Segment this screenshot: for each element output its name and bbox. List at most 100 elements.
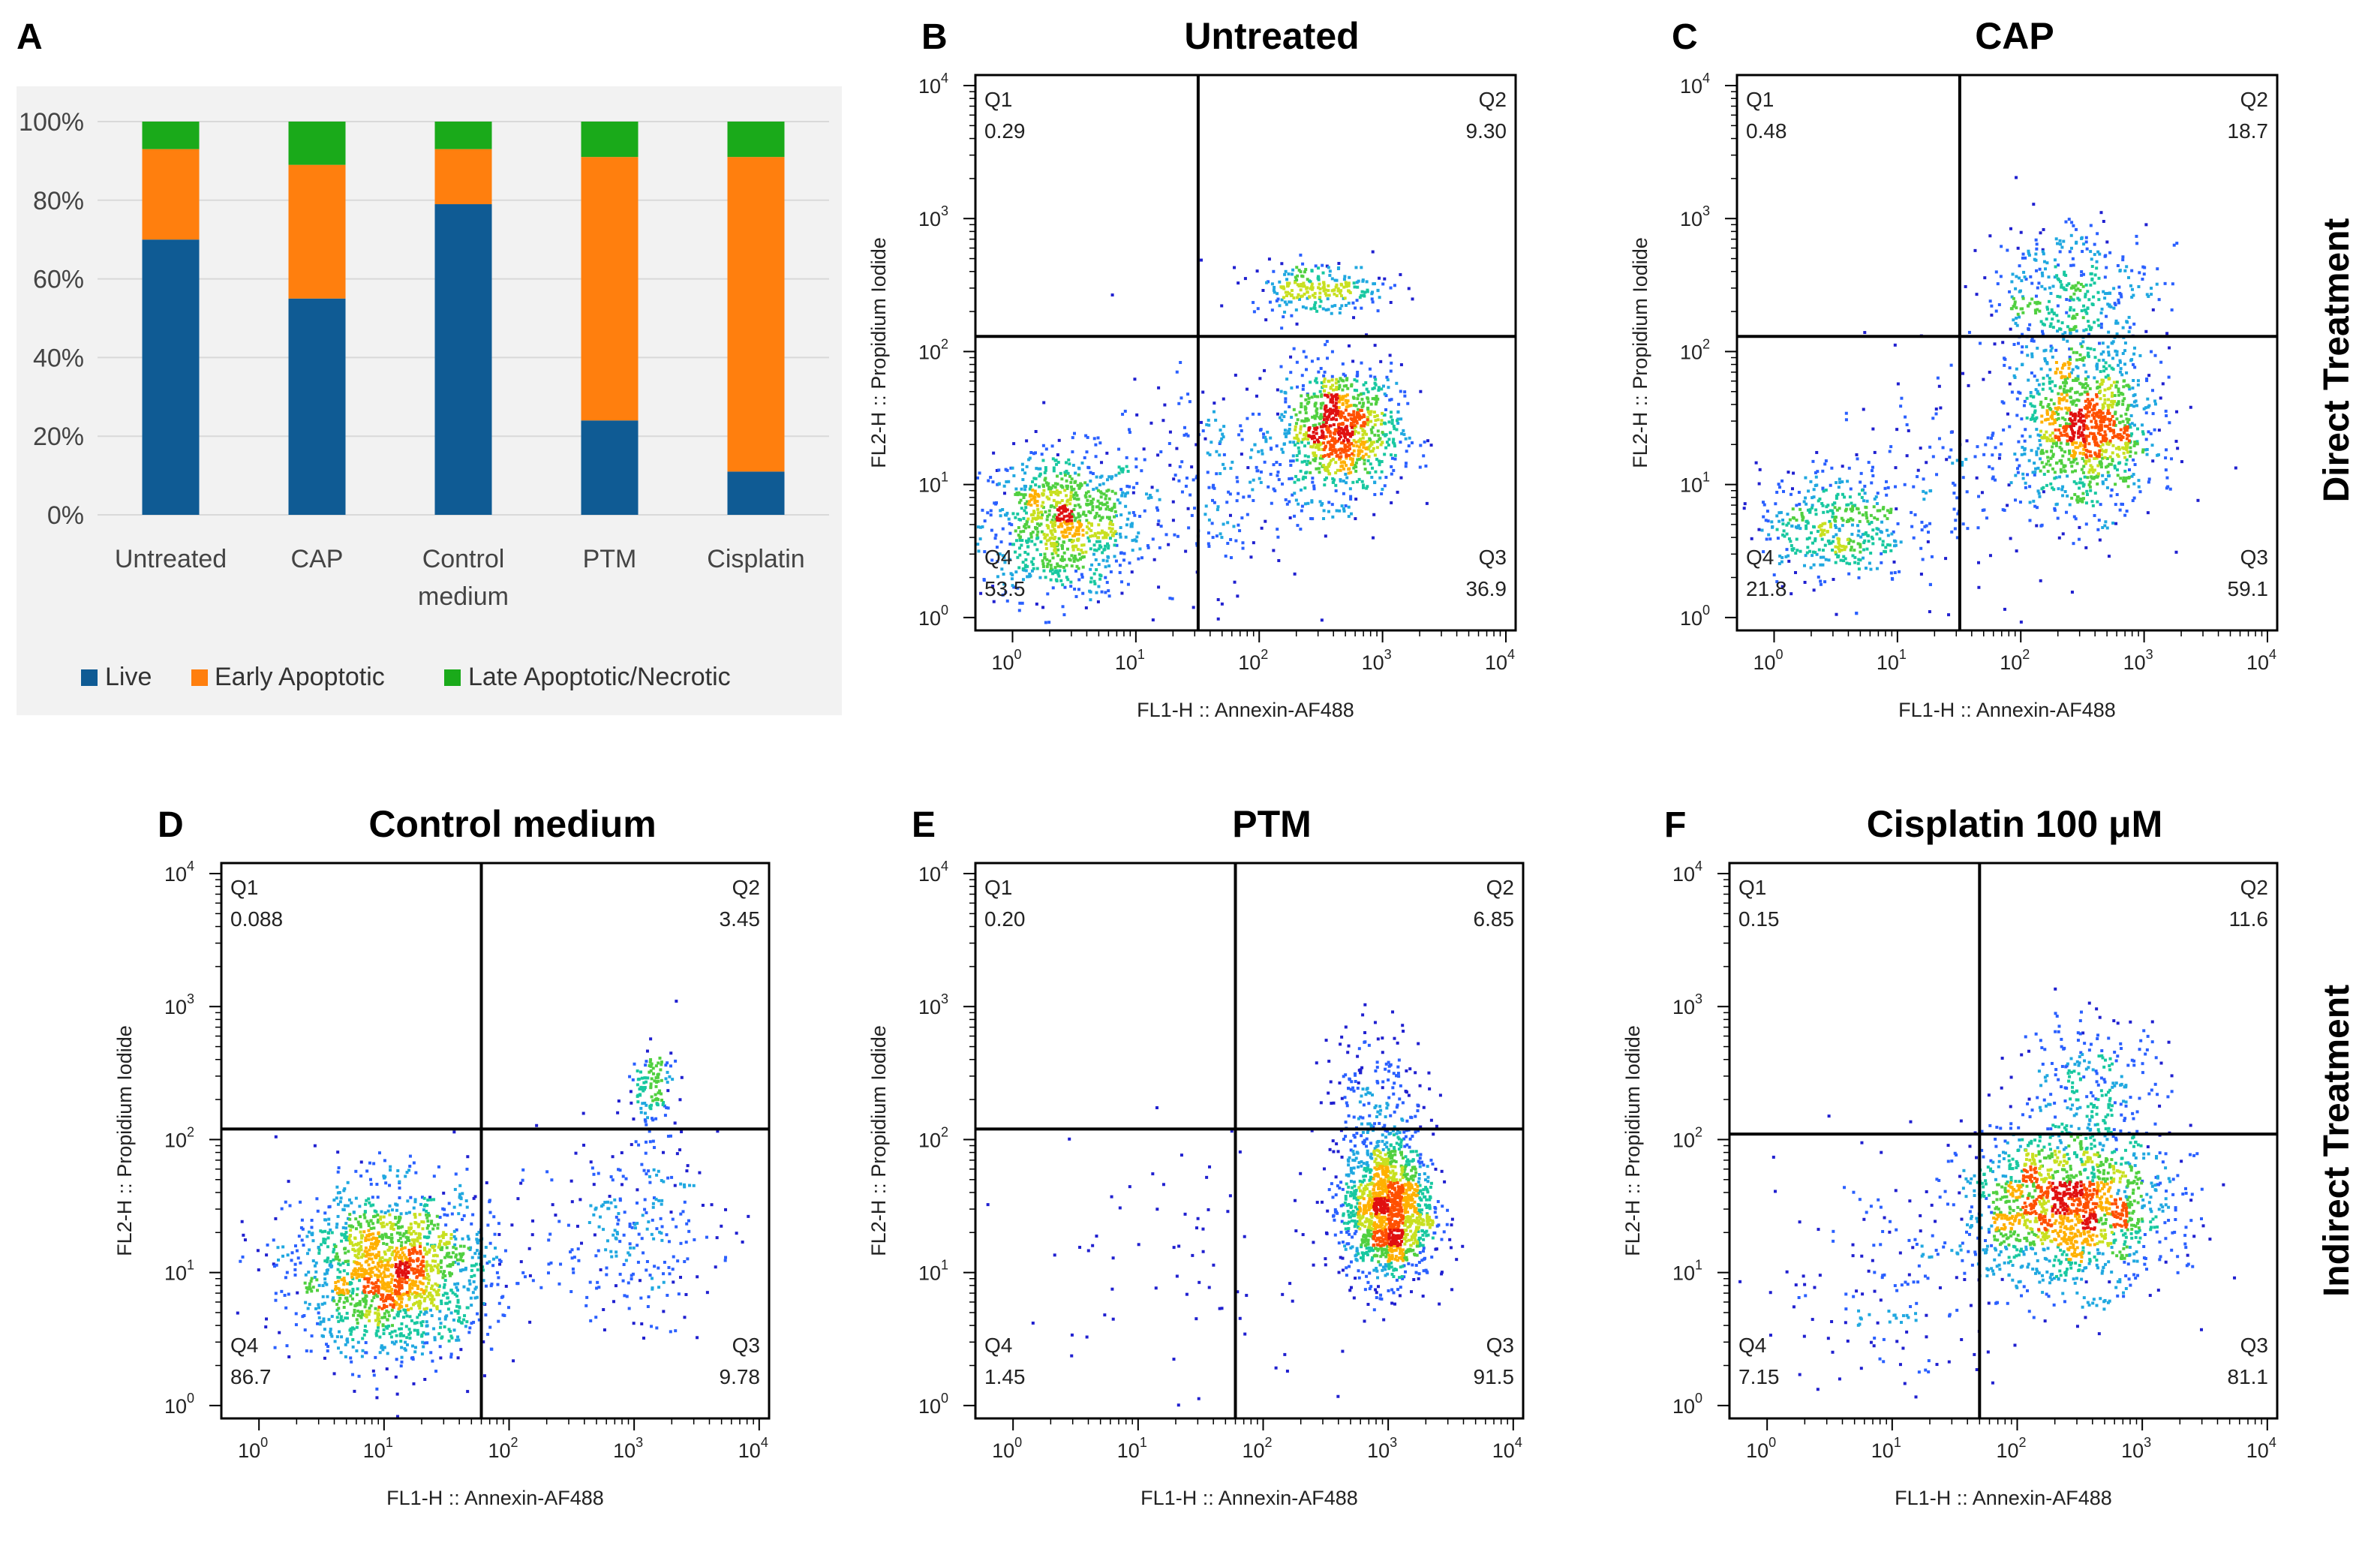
event-dot <box>1369 368 1372 371</box>
event-dot <box>1217 618 1220 621</box>
event-dot <box>2072 257 2075 260</box>
event-dot <box>1306 438 1309 441</box>
event-dot <box>2085 449 2088 452</box>
event-dot <box>2023 404 2026 407</box>
event-dot <box>1384 476 1387 479</box>
event-dot <box>1318 467 1321 470</box>
event-dot <box>2087 307 2090 310</box>
event-dot <box>1038 474 1041 477</box>
event-dot <box>2023 453 2026 456</box>
bar-segment <box>435 122 492 149</box>
event-dot <box>603 1328 606 1331</box>
event-dot <box>1303 460 1306 463</box>
event-dot <box>1859 536 1862 539</box>
event-dot <box>1859 520 1862 523</box>
event-dot <box>1826 510 1829 513</box>
event-dot <box>1226 542 1229 545</box>
event-dot <box>1083 555 1086 558</box>
event-dot <box>1848 467 1851 470</box>
event-dot <box>716 1236 719 1239</box>
event-dot <box>244 1238 247 1241</box>
event-dot <box>500 1296 503 1299</box>
event-dot <box>1387 378 1390 381</box>
event-dot <box>1094 534 1097 537</box>
event-dot <box>1056 579 1059 582</box>
event-dot <box>1269 301 1272 304</box>
event-dot <box>1039 553 1042 556</box>
event-dot <box>1339 307 1342 310</box>
event-dot <box>2145 438 2148 441</box>
event-dot <box>1822 504 1825 507</box>
event-dot <box>2137 479 2140 482</box>
event-dot <box>1835 533 1838 536</box>
event-dot <box>2125 384 2128 387</box>
event-dot <box>2038 310 2041 313</box>
event-dot <box>645 1211 648 1214</box>
event-dot <box>1105 452 1108 455</box>
event-dot <box>648 1181 651 1184</box>
event-dot <box>2084 445 2087 448</box>
event-dot <box>1165 533 1168 536</box>
event-dot <box>2014 300 2017 303</box>
event-dot <box>2044 287 2047 290</box>
event-dot <box>1373 415 1376 418</box>
event-dot <box>1859 546 1862 549</box>
event-dot <box>1301 505 1304 508</box>
event-dot <box>1221 603 1224 606</box>
event-dot <box>1861 496 1864 499</box>
bar-segment <box>728 122 785 157</box>
event-dot <box>1873 505 1876 508</box>
event-dot <box>1786 513 1789 516</box>
event-dot <box>1023 525 1026 528</box>
event-dot <box>1095 568 1098 571</box>
event-dot <box>1354 517 1357 520</box>
event-dot <box>2118 421 2121 424</box>
event-dot <box>277 1259 280 1262</box>
event-dot <box>1215 450 1218 453</box>
event-dot <box>1276 471 1279 474</box>
event-dot <box>2040 420 2043 423</box>
event-dot <box>1876 518 1879 521</box>
event-dot <box>592 1173 595 1176</box>
event-dot <box>1032 531 1035 534</box>
event-dot <box>1897 522 1900 525</box>
event-dot <box>1356 480 1359 483</box>
event-dot <box>1222 463 1225 466</box>
event-dot <box>557 1220 560 1223</box>
event-dot <box>2091 399 2094 402</box>
event-dot <box>1773 573 1776 576</box>
event-dot <box>1829 525 1832 528</box>
event-dot <box>2021 363 2024 366</box>
event-dot <box>1026 520 1029 523</box>
event-dot <box>2132 499 2135 502</box>
event-dot <box>257 1249 260 1252</box>
event-dot <box>2047 470 2050 473</box>
event-dot <box>567 1224 570 1227</box>
event-dot <box>1242 495 1245 498</box>
event-dot <box>2028 323 2031 326</box>
event-dot <box>1085 503 1088 506</box>
event-dot <box>1375 458 1378 461</box>
event-dot <box>2079 498 2082 501</box>
y-tick-label: 101 <box>918 470 948 497</box>
event-dot <box>2073 413 2076 416</box>
event-dot <box>1356 374 1359 377</box>
event-dot <box>1341 389 1344 392</box>
event-dot <box>1338 430 1341 433</box>
event-dot <box>1838 486 1841 489</box>
event-dot <box>1070 554 1073 557</box>
event-dot <box>1104 591 1107 594</box>
event-dot <box>1051 552 1054 555</box>
event-dot <box>1917 469 1920 472</box>
event-dot <box>1204 438 1207 441</box>
event-dot <box>1360 416 1363 419</box>
event-dot <box>275 1292 278 1295</box>
event-dot <box>1051 525 1054 528</box>
event-dot <box>1309 445 1312 448</box>
event-dot <box>1831 549 1834 552</box>
event-dot <box>650 1325 653 1328</box>
event-dot <box>582 1112 585 1115</box>
event-dot <box>1186 393 1189 396</box>
event-dot <box>1380 387 1383 390</box>
event-dot <box>1168 442 1171 445</box>
